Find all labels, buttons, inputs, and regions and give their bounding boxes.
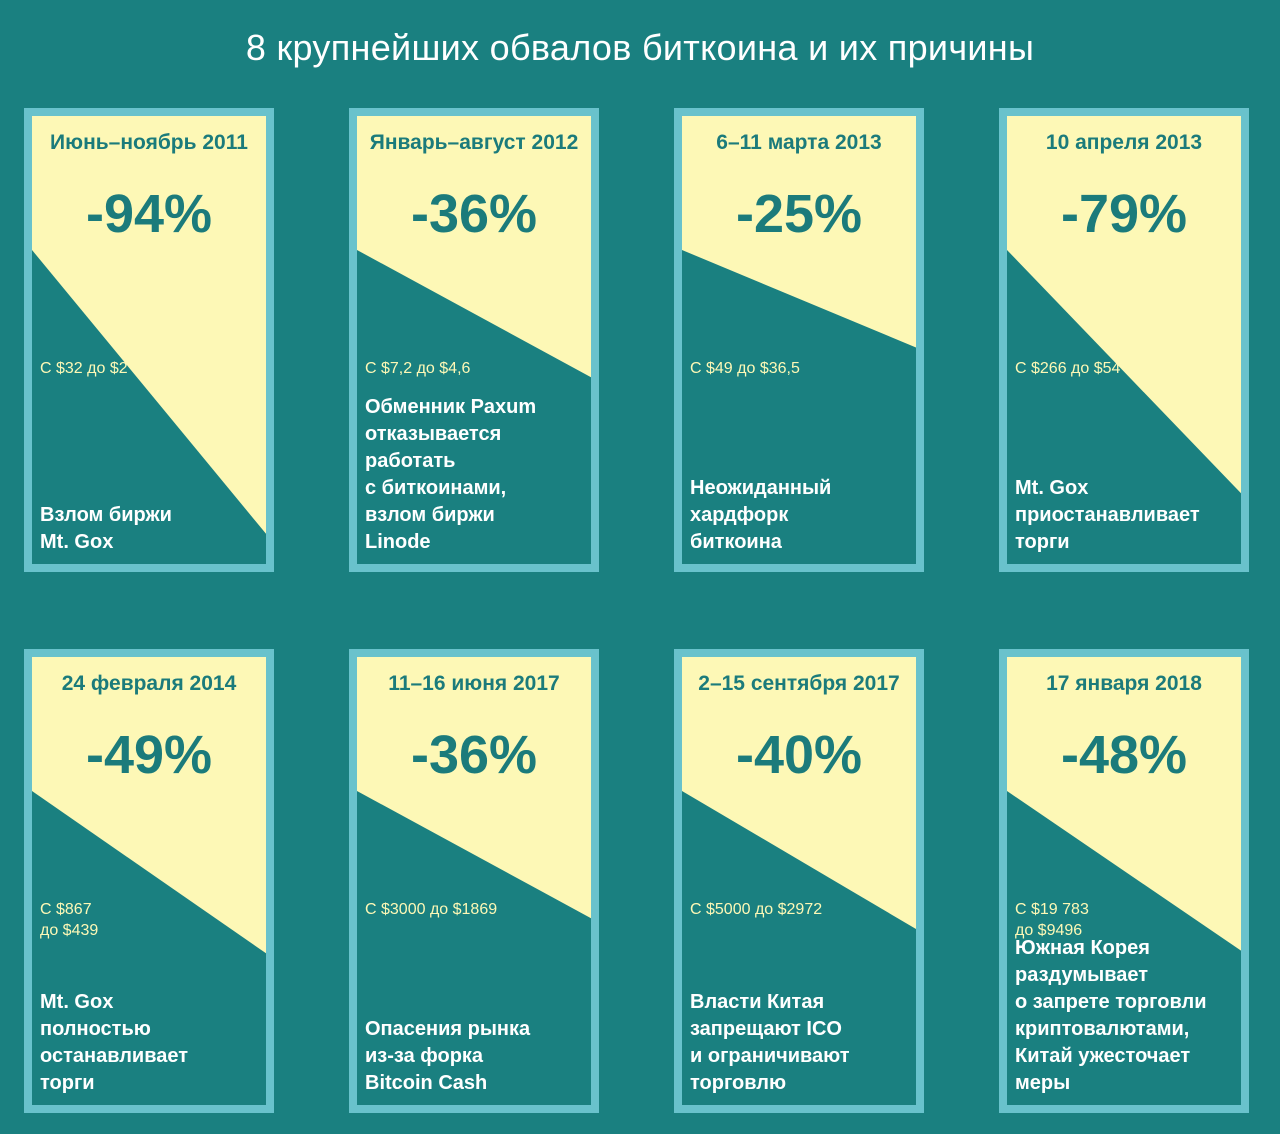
crash-range: С $32 до $2: [40, 360, 128, 377]
crash-slope-area: [357, 657, 591, 919]
crash-drop: -36%: [410, 725, 538, 785]
crash-cause: Mt. Gox приостанавливает торги: [1015, 477, 1200, 553]
crash-drop: -36%: [410, 184, 538, 244]
crash-cause: Обменник Paxum отказывается работать с б…: [365, 396, 537, 553]
crash-drop: -25%: [735, 184, 863, 244]
crash-period: 2–15 сентября 2017: [698, 672, 900, 695]
crash-cause: Опасения рынка из-за форка Bitcoin Cash: [365, 1018, 531, 1094]
crash-range: С $266 до $54: [1015, 360, 1121, 377]
crash-cause: Mt. Gox полностью останавливает торги: [40, 991, 189, 1094]
crash-range: С $19 783 до $9496: [1015, 901, 1089, 939]
crash-card: 11–16 июня 2017 -36% С $3000 до $1869 Опасе…: [349, 649, 599, 1113]
crash-drop: -40%: [735, 725, 863, 785]
crash-drop: -79%: [1060, 184, 1188, 244]
crash-slope-graphic: [1007, 116, 1241, 494]
crash-range: С $49 до $36,5: [690, 360, 800, 377]
crash-card: 24 февраля 2014 -49% С $867 до $439 Mt. Gox…: [24, 649, 274, 1113]
crash-drop: -94%: [85, 184, 213, 244]
crash-card: 2–15 сентября 2017 -40% С $5000 до $2972 Вл…: [674, 649, 924, 1113]
crash-slope-graphic: [357, 657, 591, 919]
crash-card: 6–11 марта 2013 -25% С $49 до $36,5 Неожида…: [674, 108, 924, 572]
page-title: 8 крупнейших обвалов биткоина и их причи…: [245, 27, 1035, 68]
crash-cause: Власти Китая запрещают ICO и ограничиваю…: [690, 991, 850, 1094]
crash-slope-area: [1007, 116, 1241, 494]
crash-slope-graphic: [32, 657, 266, 954]
crash-slope-graphic: [682, 116, 916, 348]
crash-card: 10 апреля 2013 -79% С $266 до $54 Mt. Gox п…: [999, 108, 1249, 572]
crash-period: 6–11 марта 2013: [716, 131, 882, 154]
crash-period: 11–16 июня 2017: [388, 672, 560, 695]
crash-slope-graphic: [1007, 657, 1241, 951]
crash-slope-graphic: [357, 116, 591, 378]
crash-cause: Южная Корея раздумывает о запрете торгов…: [1015, 937, 1207, 1094]
crash-cause: Неожиданный хардфорк биткоина: [690, 477, 832, 553]
crash-range: С $5000 до $2972: [690, 901, 823, 918]
crash-slope-area: [357, 116, 591, 378]
crash-slope-area: [32, 657, 266, 954]
crash-slope-graphic: [32, 116, 266, 534]
crash-range: С $3000 до $1869: [365, 901, 498, 918]
crash-range: С $7,2 до $4,6: [365, 360, 471, 377]
crash-slope-area: [682, 116, 916, 348]
crash-period: Январь–август 2012: [369, 131, 579, 154]
crash-period: Июнь–ноябрь 2011: [50, 131, 248, 154]
crash-card: Январь–август 2012 -36% С $7,2 до $4,6 Обме…: [349, 108, 599, 572]
crash-period: 10 апреля 2013: [1045, 131, 1203, 154]
crash-drop: -48%: [1060, 725, 1188, 785]
crash-drop: -49%: [85, 725, 213, 785]
crash-slope-graphic: [682, 657, 916, 929]
crash-range: С $867 до $439: [40, 901, 99, 939]
crash-slope-area: [1007, 657, 1241, 951]
crash-card: Июнь–ноябрь 2011 -94% С $32 до $2 Взлом бир…: [24, 108, 274, 572]
crash-period: 17 января 2018: [1046, 672, 1202, 695]
crash-card: 17 января 2018 -48% С $19 783 до $9496 Южна…: [999, 649, 1249, 1113]
crash-cause: Взлом биржи Mt. Gox: [40, 504, 172, 553]
crash-slope-area: [682, 657, 916, 929]
crash-period: 24 февраля 2014: [61, 672, 237, 695]
crash-slope-area: [32, 116, 266, 534]
